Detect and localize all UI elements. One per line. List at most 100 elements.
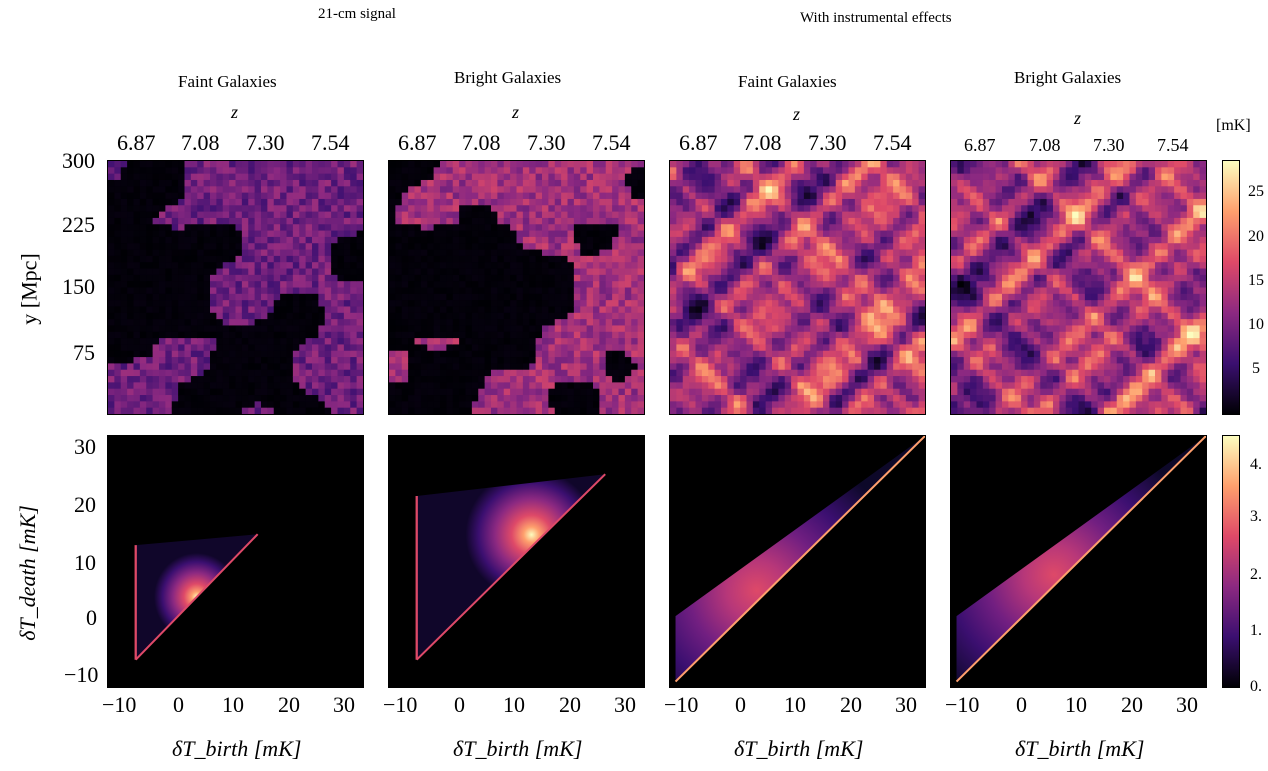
map-cell [222,274,230,282]
map-cell [714,293,722,301]
map-cell [292,395,300,402]
map-cell [848,344,856,352]
map-cell [848,167,856,175]
map-cell [261,344,268,352]
map-cell [695,306,703,314]
map-cell [331,192,339,200]
map-cell [203,249,211,257]
map-cell [835,376,843,383]
map-cell [829,211,837,219]
map-cell [803,357,811,364]
map-cell [714,376,722,383]
map-cell [676,319,684,326]
map-cell [210,161,217,168]
map-cell [567,293,575,301]
map-cell [842,167,850,175]
map-cell [912,173,920,181]
map-cell [286,192,294,200]
map-cell [733,357,741,364]
map-cell [918,293,925,301]
map-cell [261,198,268,206]
map-cell [918,205,925,213]
map-cell [427,312,435,320]
map-cell [433,319,441,326]
map-cell [248,287,256,295]
map-cell [465,255,473,263]
map-cell [854,350,862,358]
map-cell [497,357,505,364]
map-cell [752,161,760,168]
map-cell [440,255,447,263]
map-cell [835,224,843,232]
map-cell [350,179,358,187]
map-cell [631,262,639,270]
map-cell [670,395,677,402]
map-cell [708,300,716,307]
map-cell [580,287,588,295]
map-cell [905,217,913,225]
map-cell [299,306,307,314]
map-cell [676,344,684,352]
map-cell [874,230,881,238]
map-cell [746,262,754,270]
map-cell [752,236,760,244]
map-cell [580,217,588,225]
map-cell [108,255,115,263]
map-cell [433,382,441,390]
map-cell [810,274,818,282]
map-cell [886,186,894,194]
map-cell [803,407,811,414]
map-cell [580,230,588,238]
map-cell [918,192,925,200]
map-cell [478,217,486,225]
map-cell [670,198,677,206]
map-cell [414,407,422,414]
map-cell [184,325,192,333]
map-cell [261,249,268,257]
map-cell [670,161,677,168]
map-cell [324,230,332,238]
map-cell [759,274,767,282]
map-cell [695,350,703,358]
map-cell [867,388,875,396]
map-cell [414,306,422,314]
map-cell [427,369,435,377]
map-cell [746,395,754,402]
map-cell [835,369,843,377]
map-cell [695,369,703,377]
map-cell [152,161,160,168]
map-cell [886,281,894,289]
map-cell [484,369,492,377]
map-cell [108,287,115,295]
map-cell [356,357,363,364]
map-cell [516,287,524,295]
map-cell [816,274,824,282]
map-cell [503,357,511,364]
map-cell [535,161,543,168]
map-cell [408,369,416,377]
map-cell [503,211,511,219]
map-cell [554,388,562,396]
map-cell [631,217,639,225]
map-cell [350,376,358,383]
map-cell [561,338,569,345]
map-cell [676,161,684,168]
map-cell [599,293,607,301]
map-cell [554,319,562,326]
map-cell [312,224,319,232]
map-cell [337,312,345,320]
map-cell [829,287,837,295]
map-cell [108,401,115,409]
map-cell [759,230,767,238]
map-cell [127,167,135,175]
map-cell [912,192,920,200]
map-cell [970,338,978,345]
map-cell [893,382,901,390]
map-cell [210,205,217,213]
map-cell [867,407,875,414]
map-cell [427,186,435,194]
map-cell [318,293,326,301]
map-cell [548,293,556,301]
map-cell [503,300,511,307]
map-cell [478,236,486,244]
